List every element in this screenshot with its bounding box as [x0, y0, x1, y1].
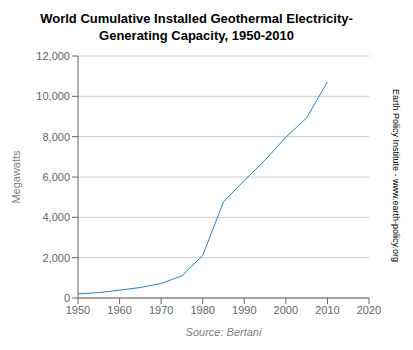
html-text:Earth Policy Institute - www.e: Earth Policy Institute - www.earth-polic… [391, 88, 401, 262]
svg-text:10,000: 10,000 [36, 90, 70, 102]
svg-text:2,000: 2,000 [42, 252, 70, 264]
svg-text:1980: 1980 [190, 304, 214, 316]
svg-text:2000: 2000 [274, 304, 298, 316]
svg-text:0: 0 [64, 292, 70, 304]
svg-text:1950: 1950 [66, 304, 90, 316]
svg-text:Source: Bertani: Source: Bertani [186, 326, 262, 338]
svg-text:12,000: 12,000 [36, 50, 70, 62]
svg-text:1990: 1990 [232, 304, 256, 316]
svg-text:1970: 1970 [149, 304, 173, 316]
svg-text:4,000: 4,000 [42, 211, 70, 223]
svg-text:2020: 2020 [357, 304, 381, 316]
html-text:World Cumulative Installed Geo: World Cumulative Installed Geothermal El… [40, 11, 353, 43]
svg-text:6,000: 6,000 [42, 171, 70, 183]
svg-text:1960: 1960 [107, 304, 131, 316]
svg-text:2010: 2010 [315, 304, 339, 316]
svg-text:Megawatts: Megawatts [10, 150, 22, 204]
svg-text:8,000: 8,000 [42, 131, 70, 143]
